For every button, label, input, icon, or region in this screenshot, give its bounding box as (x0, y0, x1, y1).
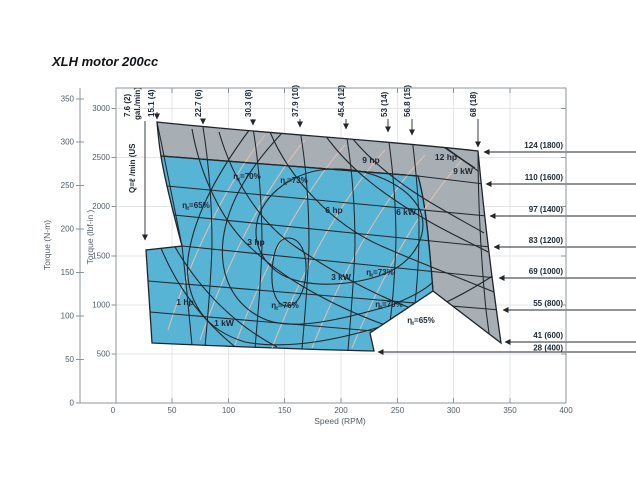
speed-tick-labels: 0 50 100 150 200 250 300 350 400 (111, 406, 573, 415)
flow-label-22-7: 22.7 (6) (194, 89, 203, 117)
flow-label-15-1: 15.1 (4) (147, 89, 156, 117)
power-curve-3kw (218, 131, 409, 308)
flow-label-30-3: 30.3 (8) (244, 89, 253, 117)
flow-label-45-4: 45.4 (12) (337, 85, 346, 117)
pressure-line-69 (181, 245, 497, 279)
pressure-label-110: 110 (1600) (525, 173, 564, 182)
flow-arrows (142, 112, 481, 241)
nm-tick-150: 150 (61, 268, 75, 277)
lbf-tick-1000: 1000 (92, 301, 110, 310)
power-label-3hp: 3 hp (247, 237, 264, 247)
flow-line-56-8 (411, 137, 420, 305)
power-label-1hp: 1 hp (176, 297, 193, 307)
nm-tick-300: 300 (61, 138, 75, 147)
rpm-tick-300: 300 (447, 406, 461, 415)
pressure-label-124: 124 (1800) (524, 141, 563, 150)
power-label-12hp: 12 hp (435, 152, 457, 162)
torque-nm-tick-labels: 0 50 100 150 200 250 300 350 (61, 95, 75, 408)
power-curve-6kw (324, 134, 489, 253)
efficiency-label-65-upper: ηt=65% (182, 201, 209, 212)
torque-lbf-tick-labels: 500 1000 1500 2000 2500 3000 (92, 104, 110, 359)
rpm-tick-100: 100 (222, 406, 236, 415)
torque-lbf-ticks (111, 108, 116, 355)
power-curve-3hp (191, 128, 386, 326)
pressure-label-41: 41 (600) (533, 331, 563, 340)
power-curve-9hp (351, 137, 485, 234)
efficiency-label-73-upper: ηt=73% (280, 176, 307, 187)
flow-line-15-1 (156, 122, 193, 346)
efficiency-label-65-lower: ηt=65% (407, 316, 434, 327)
pressure-line-110 (160, 155, 485, 185)
rpm-tick-350: 350 (503, 406, 517, 415)
lbf-tick-2500: 2500 (92, 153, 110, 162)
nm-tick-0: 0 (70, 399, 75, 408)
rpm-tick-50: 50 (168, 406, 177, 415)
nm-tick-50: 50 (65, 355, 74, 364)
power-curve-6hp (269, 131, 495, 293)
nm-tick-100: 100 (61, 312, 75, 321)
flow-axis-unit-line2: gal./min) (133, 87, 142, 120)
flow-label-37-9: 37.9 (10) (291, 85, 300, 117)
rpm-tick-0: 0 (111, 406, 116, 415)
lbf-tick-2000: 2000 (92, 202, 110, 211)
flow-line-68 (477, 150, 491, 342)
flow-label-53: 53 (14) (380, 91, 389, 117)
y-axis-title-nm: Torque (N-m) (42, 220, 52, 270)
rpm-tick-200: 200 (334, 406, 348, 415)
efficiency-label-76-center: ηt=76% (271, 301, 298, 312)
rpm-tick-400: 400 (559, 406, 573, 415)
power-label-3kw: 3 kW (331, 272, 352, 282)
power-labels: 1 hp 1 kW 3 hp 3 kW 6 hp 6 kW 9 hp 9 kW … (176, 152, 474, 328)
axes (76, 87, 567, 404)
power-label-6kw: 6 kW (396, 207, 417, 217)
efficiency-label-73-lower: ηt=73% (366, 268, 393, 279)
y-axis-title-lbf: Torque (lbf-in ) (85, 209, 95, 264)
efficiency-labels: ηt=65% ηt=70% ηt=73% ηt=76% ηt=73% ηt=70… (182, 172, 434, 327)
efficiency-label-70-upper: ηt=70% (233, 172, 260, 183)
power-curve-1kw (174, 246, 278, 348)
efficiency-contour-73 (255, 168, 424, 285)
pressure-label-97: 97 (1400) (529, 205, 564, 214)
pressure-label-28: 28 (400) (533, 344, 563, 353)
power-label-9hp: 9 hp (362, 155, 379, 165)
efficiency-label-70-lower: ηt=70% (375, 300, 402, 311)
rpm-tick-250: 250 (391, 406, 405, 415)
pressure-label-83: 83 (1200) (529, 236, 564, 245)
pressure-labels: 124 (1800) 110 (1600) 97 (1400) 83 (1200… (377, 141, 636, 355)
pressure-line-97 (166, 185, 488, 217)
x-axis-title: Speed (RPM) (314, 416, 366, 426)
flow-label-7-6: 7.6 (2) (123, 94, 132, 117)
flow-axis-unit-line1: Q=ℓ /min (US (128, 143, 137, 193)
pressure-label-55: 55 (800) (533, 299, 563, 308)
nm-tick-200: 200 (61, 225, 75, 234)
pressure-label-69: 69 (1000) (529, 267, 564, 276)
speed-ticks-bottom (171, 398, 511, 403)
nm-tick-250: 250 (61, 181, 75, 190)
flow-label-68: 68 (18) (469, 91, 478, 117)
pressure-arrows (377, 149, 636, 355)
flow-label-56-8: 56.8 (15) (403, 85, 412, 117)
chart-title: XLH motor 200cc (51, 54, 159, 69)
right-spine-ticks (561, 108, 566, 355)
torque-nm-ticks (76, 98, 84, 404)
power-label-6hp: 6 hp (325, 205, 342, 215)
efficiency-contour-70 (221, 132, 434, 325)
lbf-tick-1500: 1500 (92, 252, 110, 261)
lbf-tick-3000: 3000 (92, 104, 110, 113)
rpm-tick-150: 150 (278, 406, 292, 415)
flow-labels: 7.6 (2) gal./min) Q=ℓ /min (US 15.1 (4) … (123, 85, 481, 241)
torque-nm-spine (79, 88, 116, 404)
flow-line-37-9 (299, 129, 310, 350)
power-label-9kw: 9 kW (453, 166, 474, 176)
power-label-1kw: 1 kW (214, 318, 235, 328)
nm-tick-350: 350 (61, 95, 75, 104)
speed-ticks-top (171, 88, 511, 93)
flow-line-53 (387, 134, 397, 323)
lbf-tick-500: 500 (97, 350, 111, 359)
efficiency-contour-76 (271, 237, 307, 307)
power-curve-1hp (160, 247, 235, 347)
